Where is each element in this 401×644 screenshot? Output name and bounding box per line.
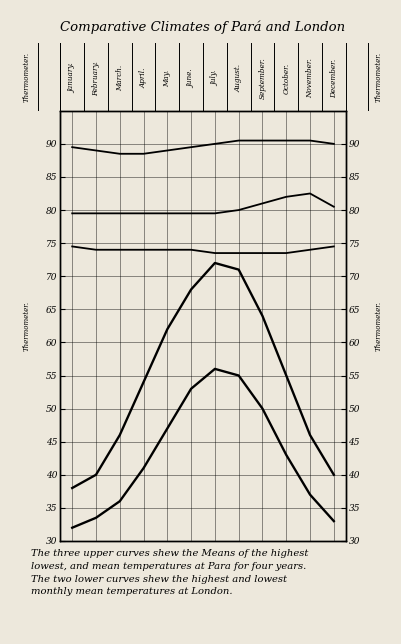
Text: June.: June. xyxy=(186,69,194,88)
Text: April.: April. xyxy=(139,68,147,88)
Text: September.: September. xyxy=(258,57,266,99)
Text: Comparative Climates of Pará and London: Comparative Climates of Pará and London xyxy=(60,21,345,34)
Text: Thermometer.: Thermometer. xyxy=(23,52,31,102)
Text: August.: August. xyxy=(234,64,242,92)
Text: February.: February. xyxy=(92,61,100,96)
Text: December.: December. xyxy=(329,59,337,98)
Text: Thermometer.: Thermometer. xyxy=(374,301,382,351)
Text: January.: January. xyxy=(68,64,76,93)
Text: July.: July. xyxy=(211,71,219,86)
Text: Thermometer.: Thermometer. xyxy=(23,301,31,351)
Text: The three upper curves shew the Means of the highest
lowest, and mean temperatur: The three upper curves shew the Means of… xyxy=(31,549,308,596)
Text: November.: November. xyxy=(305,59,313,99)
Text: October.: October. xyxy=(282,62,290,94)
Text: March.: March. xyxy=(115,65,124,91)
Text: Thermometer.: Thermometer. xyxy=(374,52,382,102)
Text: May.: May. xyxy=(163,70,171,87)
